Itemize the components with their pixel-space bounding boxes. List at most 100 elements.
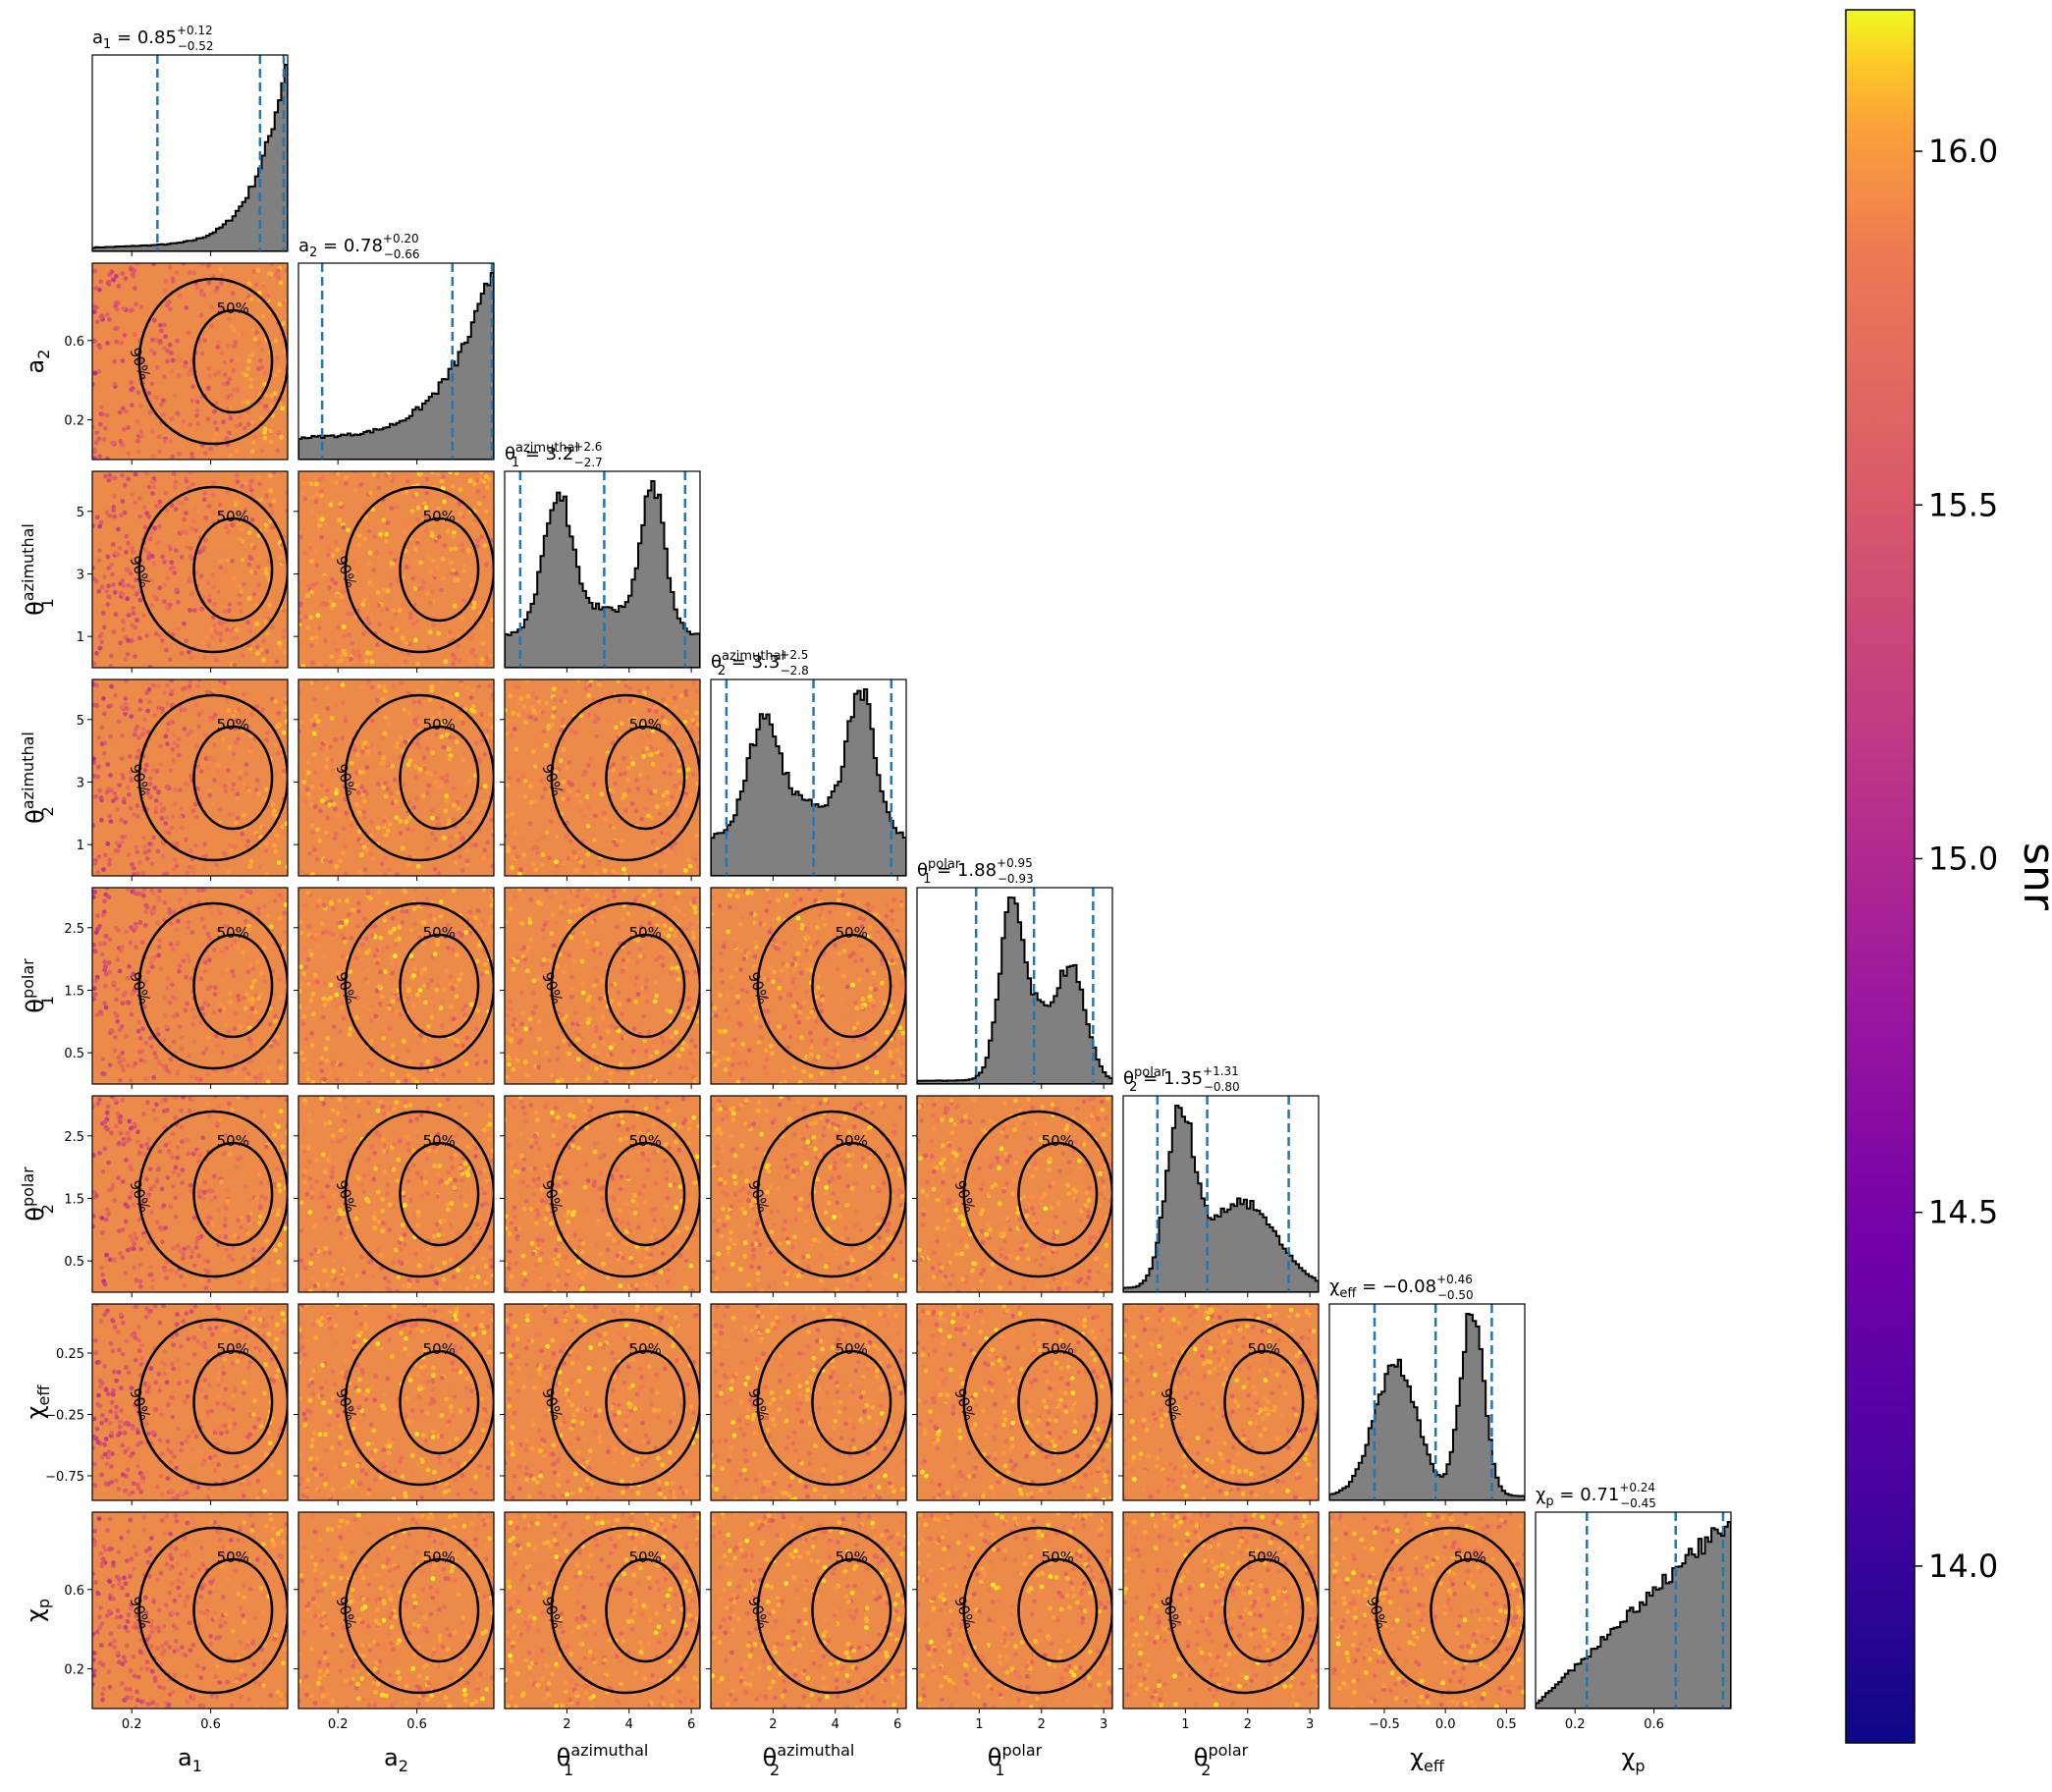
scatter-point — [673, 784, 678, 789]
scatter-point — [114, 795, 119, 801]
scatter-point — [658, 869, 664, 874]
scatter-point — [273, 396, 279, 402]
scatter-point — [614, 1025, 619, 1030]
scatter-point — [151, 561, 157, 567]
scatter-point — [735, 1079, 741, 1084]
scatter-point — [127, 1118, 133, 1124]
scatter-point — [515, 778, 521, 783]
scatter-point — [134, 1277, 139, 1283]
scatter-point — [320, 475, 326, 480]
scatter-point — [790, 976, 796, 982]
scatter-point — [168, 1057, 174, 1062]
scatter-point — [461, 569, 466, 574]
scatter-point — [891, 984, 895, 989]
scatter-point — [867, 925, 873, 930]
scatter-point — [344, 1277, 350, 1283]
scatter-point — [189, 1248, 195, 1254]
scatter-point — [187, 372, 191, 377]
scatter-point — [301, 480, 306, 486]
scatter-point — [140, 732, 145, 737]
scatter-point — [148, 1264, 154, 1270]
scatter-point — [587, 682, 593, 688]
scatter-point — [268, 1044, 274, 1049]
scatter-point — [183, 888, 188, 891]
scatter-point — [325, 706, 331, 712]
scatter-point — [217, 1007, 223, 1013]
scatter-point — [176, 1172, 182, 1177]
scatter-point — [303, 525, 308, 530]
scatter-point — [259, 415, 264, 421]
scatter-point — [113, 692, 119, 698]
scatter-point — [211, 584, 217, 590]
scatter-point — [210, 571, 216, 577]
scatter-point — [257, 1171, 262, 1177]
scatter-point — [182, 516, 188, 522]
scatter-point — [823, 1041, 828, 1047]
scatter-point — [818, 1077, 824, 1082]
scatter-point — [750, 1000, 756, 1005]
scatter-point — [479, 534, 484, 540]
scatter-point — [184, 974, 189, 980]
scatter-point — [148, 348, 154, 353]
scatter-point — [344, 918, 350, 924]
scatter-point — [364, 936, 369, 942]
scatter-point — [245, 1214, 251, 1220]
scatter-point — [641, 997, 647, 1003]
scatter-point — [808, 1073, 814, 1079]
scatter-point — [182, 726, 188, 732]
scatter-point — [507, 775, 513, 781]
scatter-point — [207, 787, 212, 793]
scatter-point — [110, 541, 116, 547]
scatter-point — [460, 1043, 466, 1049]
scatter-point — [252, 978, 258, 984]
scatter-point — [278, 1065, 284, 1070]
scatter-point — [120, 578, 125, 583]
scatter-point — [102, 898, 107, 904]
scatter-point — [398, 743, 404, 749]
scatter-point — [172, 866, 177, 872]
scatter-point — [184, 530, 189, 535]
scatter-point — [126, 425, 132, 430]
scatter-point — [302, 902, 307, 908]
scatter-point — [271, 498, 277, 504]
scatter-point — [405, 827, 410, 832]
scatter-point — [219, 622, 225, 627]
scatter-point — [674, 873, 678, 876]
scatter-point — [420, 585, 425, 590]
scatter-point — [643, 985, 649, 991]
scatter-point — [299, 981, 304, 987]
scatter-point — [246, 562, 252, 568]
scatter-point — [256, 910, 261, 916]
scatter-point — [459, 616, 464, 622]
scatter-point — [105, 554, 111, 560]
scatter-point — [131, 611, 136, 616]
scatter-point — [382, 731, 388, 736]
scatter-point — [880, 961, 885, 967]
scatter-point — [171, 909, 177, 915]
scatter-point — [864, 1065, 870, 1070]
scatter-point — [164, 1067, 170, 1073]
scatter-point — [201, 785, 207, 789]
scatter-point — [421, 579, 426, 585]
scatter-point — [274, 659, 280, 665]
scatter-point — [192, 1263, 197, 1269]
scatter-point — [283, 930, 288, 935]
scatter-point — [204, 689, 210, 695]
scatter-point — [627, 698, 633, 704]
scatter-point — [308, 481, 314, 487]
scatter-point — [137, 707, 142, 712]
scatter-point — [567, 998, 571, 1004]
scatter-point — [473, 662, 479, 668]
scatter-point — [101, 437, 107, 442]
scatter-point — [199, 1107, 205, 1112]
scatter-point — [327, 1065, 332, 1070]
scatter-point — [124, 679, 130, 683]
scatter-point — [117, 409, 123, 415]
scatter-point — [507, 1061, 512, 1067]
scatter-point — [865, 902, 871, 907]
scatter-point — [95, 774, 101, 780]
scatter-point — [441, 720, 446, 726]
scatter-point — [194, 395, 199, 401]
scatter-point — [661, 931, 667, 937]
scatter-point — [317, 838, 323, 843]
